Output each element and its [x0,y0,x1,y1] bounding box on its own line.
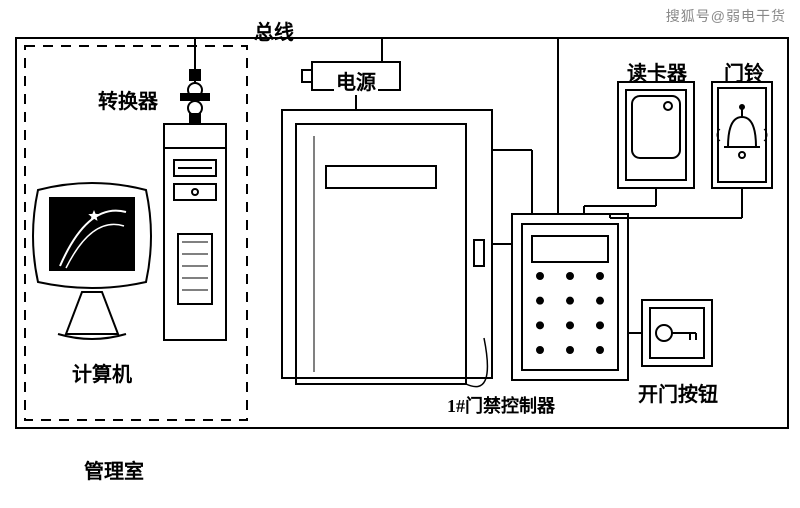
label-open-btn: 开门按钮 [638,378,718,407]
label-mgmt-room: 管理室 [84,455,144,484]
label-power: 电源 [334,66,378,95]
label-bus: 总线 [254,16,294,45]
label-doorbell: 门铃 [724,57,764,86]
label-computer: 计算机 [72,358,132,387]
label-controller: 1#门禁控制器 [447,392,555,418]
watermark-text: 搜狐号@弱电干货 [666,6,786,26]
label-reader: 读卡器 [627,57,687,86]
label-converter: 转换器 [98,85,158,114]
